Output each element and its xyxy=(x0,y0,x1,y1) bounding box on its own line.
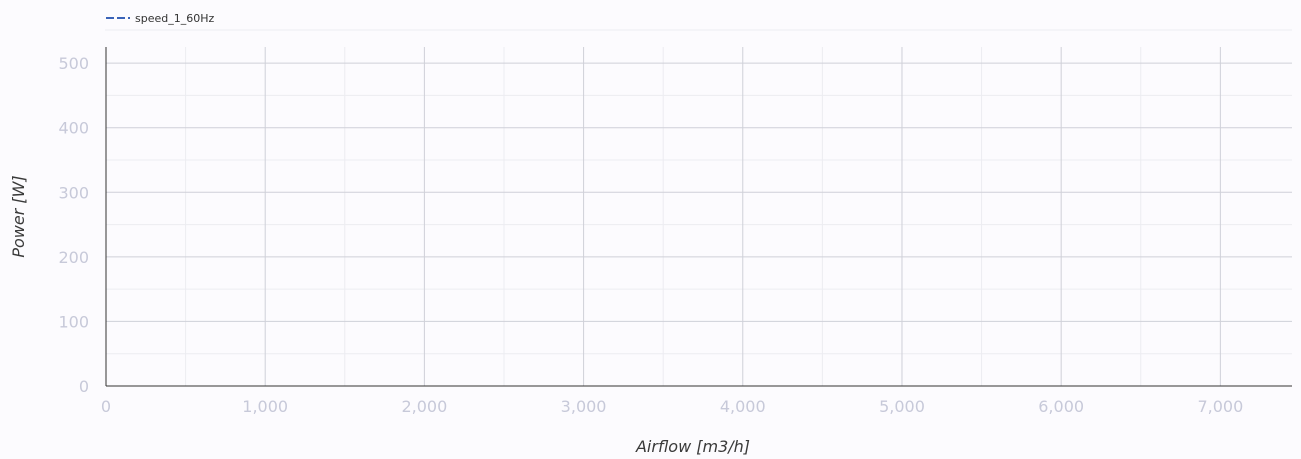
y-tick-label: 500 xyxy=(58,54,89,73)
y-axis-title: Power [W] xyxy=(9,175,28,257)
x-tick-label: 4,000 xyxy=(720,397,766,416)
x-tick-labels: 0 1,000 2,000 3,000 4,000 5,000 6,000 7,000 xyxy=(101,397,1243,416)
y-tick-label: 400 xyxy=(58,119,89,138)
y-tick-label: 200 xyxy=(58,248,89,267)
x-axis-title: Airflow [m3/h] xyxy=(635,437,750,456)
y-tick-label: 300 xyxy=(58,183,89,202)
x-tick-label: 1,000 xyxy=(242,397,288,416)
grid-minor xyxy=(106,47,1292,386)
x-tick-label: 7,000 xyxy=(1197,397,1243,416)
grid-major xyxy=(106,47,1292,386)
legend-label: speed_1_60Hz xyxy=(135,12,214,25)
x-tick-label: 3,000 xyxy=(561,397,607,416)
y-tick-labels: 0 100 200 300 400 500 xyxy=(58,54,89,396)
x-tick-label: 2,000 xyxy=(401,397,447,416)
x-tick-label: 6,000 xyxy=(1038,397,1084,416)
y-tick-label: 100 xyxy=(58,312,89,331)
x-tick-label: 5,000 xyxy=(879,397,925,416)
legend: speed_1_60Hz xyxy=(106,12,214,25)
x-tick-label: 0 xyxy=(101,397,111,416)
y-tick-label: 0 xyxy=(79,377,89,396)
